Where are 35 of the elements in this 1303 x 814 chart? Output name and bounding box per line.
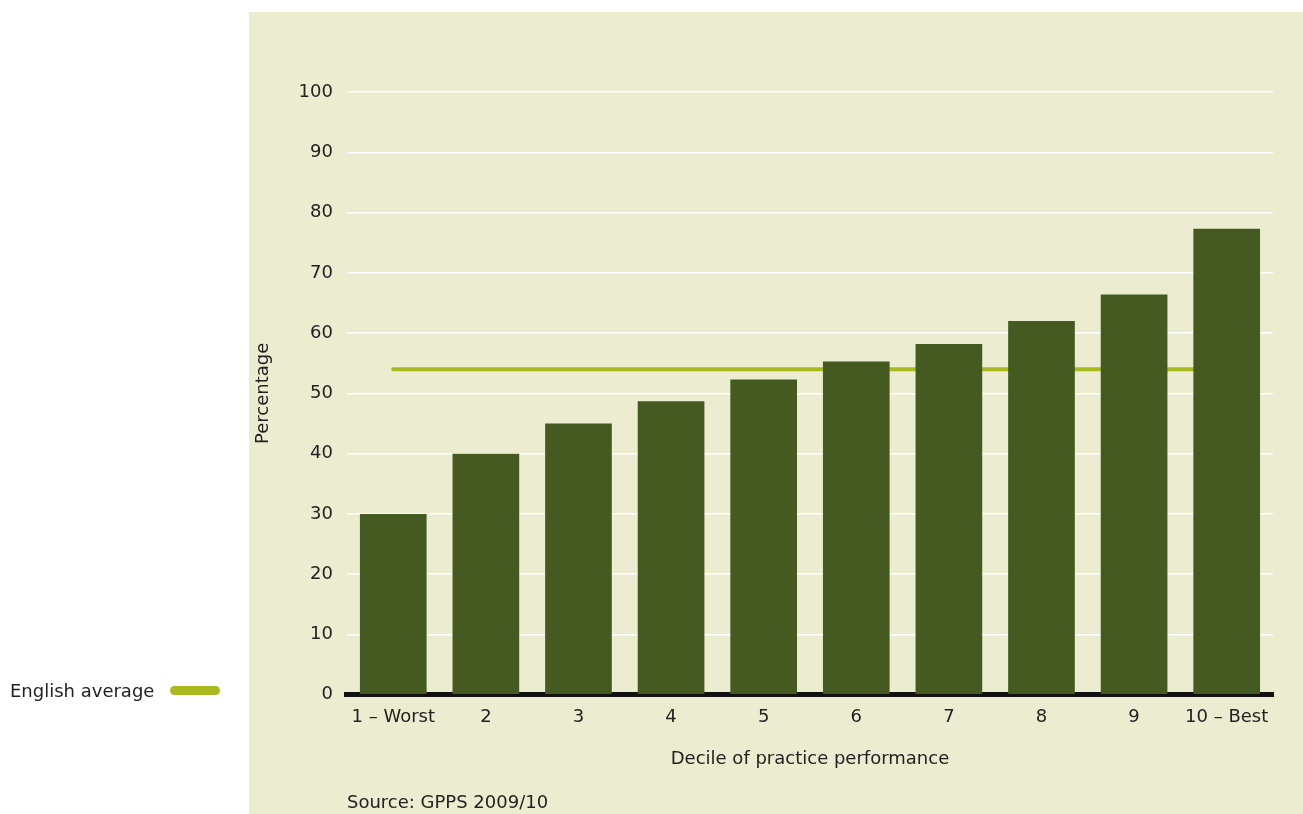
y-tick-label: 0	[321, 682, 333, 704]
bar	[359, 513, 427, 695]
x-tick-label: 5	[757, 705, 770, 727]
y-tick-label: 80	[310, 200, 333, 222]
y-tick-label: 60	[310, 320, 333, 342]
x-tick-label: 4	[665, 705, 677, 727]
bar	[1008, 321, 1075, 695]
x-tick-label: 8	[1035, 705, 1048, 727]
y-tick-label: 100	[298, 79, 333, 101]
x-tick-label: 3	[572, 705, 585, 727]
x-axis-title: Decile of practice performance	[670, 746, 950, 768]
bar	[1100, 294, 1168, 695]
bar	[1193, 228, 1261, 695]
y-tick-label: 30	[310, 501, 333, 523]
y-tick-label: 50	[310, 381, 333, 403]
x-tick-label: 2	[480, 705, 492, 727]
bar	[915, 343, 983, 695]
y-tick-label: 90	[310, 139, 333, 161]
bar	[545, 423, 612, 695]
bar	[637, 401, 705, 695]
y-tick-label: 40	[310, 441, 333, 463]
y-tick-label: 70	[310, 260, 333, 282]
y-tick-label: 10	[310, 622, 333, 644]
x-tick-label: 1 – Worst	[351, 705, 436, 727]
y-axis-title: Percentage	[251, 342, 273, 445]
source-note: Source: GPPS 2009/10	[346, 790, 549, 812]
bar	[822, 361, 890, 695]
legend-label: English average	[10, 680, 155, 701]
bar	[452, 453, 520, 695]
bar	[730, 379, 798, 695]
y-tick-label: 20	[310, 561, 333, 583]
x-tick-label: 7	[943, 705, 955, 727]
x-tick-label: 10 – Best	[1185, 705, 1269, 727]
x-tick-label: 9	[1128, 705, 1140, 727]
x-tick-label: 6	[850, 705, 863, 727]
